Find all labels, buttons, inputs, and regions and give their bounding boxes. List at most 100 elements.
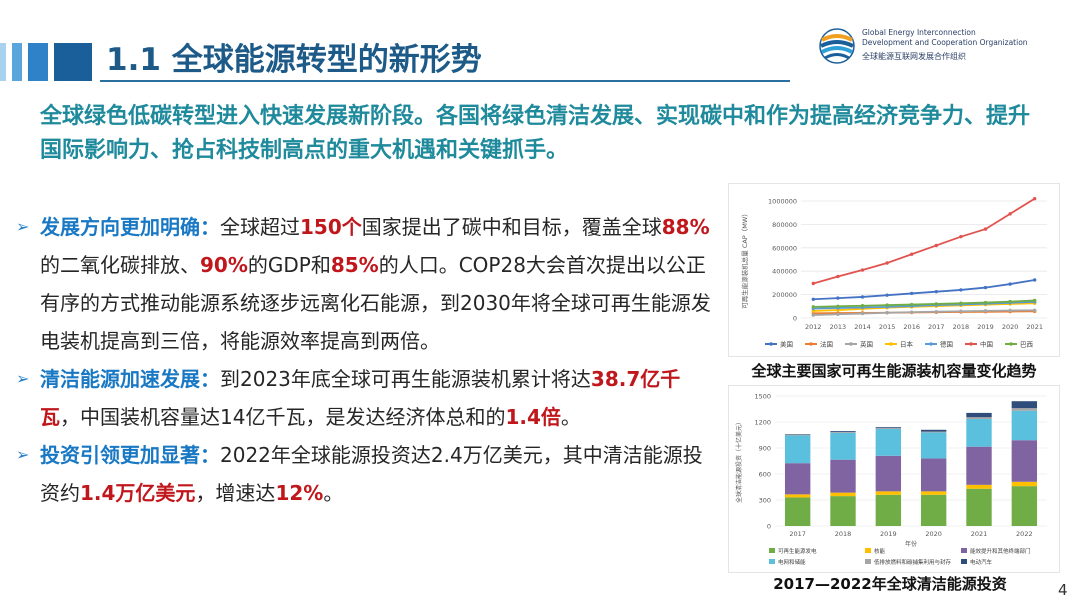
legend-swatch (865, 548, 871, 553)
series-line-美国 (813, 279, 1035, 301)
bar-segment-可再生能源发电 (966, 488, 992, 526)
data-point (811, 309, 815, 313)
y-tick-label: 600 (759, 471, 771, 479)
x-tick-label: 2022 (1016, 530, 1033, 538)
data-point (811, 305, 815, 309)
data-point (983, 227, 988, 231)
bar-segment-核能 (920, 491, 947, 495)
data-point (811, 297, 815, 301)
data-point (885, 261, 889, 265)
data-point (811, 313, 815, 317)
x-tick-label: 2017 (928, 323, 945, 331)
data-point (860, 304, 865, 308)
legend-label: 核能 (874, 547, 886, 555)
series-line-中国 (813, 197, 1036, 285)
x-tick-label: 2020 (925, 530, 942, 538)
legend-label: 德国 (940, 340, 953, 349)
legend-label: 巴西 (1020, 341, 1034, 349)
x-axis-label: 年份 (905, 540, 917, 548)
bar-segment-能效提升和其他终端部门 (830, 459, 856, 493)
legend-label: 可再生能源发电 (778, 547, 817, 555)
bar-segment-电网和储能 (875, 428, 902, 456)
x-tick-label: 2019 (977, 323, 994, 331)
bullet-text: 全球超过 (220, 215, 300, 239)
bullet-text: 的GDP和 (247, 253, 331, 277)
data-point (910, 310, 914, 314)
line-chart-svg: 0 200000 400000 600000 800000 1000000 可再生能源装机总… (740, 196, 1047, 349)
bullet-text: 的人口。COP28大会首次提出以公正有序的方式推动能源系统逐步远离化石能源，到2… (40, 253, 711, 353)
legend-swatch (865, 559, 871, 564)
logo-name-en: Global Energy Interconnection Developmen… (862, 28, 1028, 47)
data-point (1008, 299, 1012, 304)
bar-segment-可再生能源发电 (784, 497, 811, 526)
bullet-text: 到2023年底全球可再生能源装机累计将达 (220, 367, 591, 391)
page-number: 4 (1058, 581, 1068, 599)
legend-label: 低排放燃料和碳捕集利用与封存 (874, 558, 952, 566)
data-point (959, 234, 963, 239)
bar-segment-可再生能源发电 (920, 494, 947, 526)
bar-segment-核能 (784, 494, 811, 498)
bar-segment-核能 (1011, 481, 1038, 487)
legend-label: 电网和储能 (778, 558, 806, 566)
highlight-figure: 38.7亿千瓦 (40, 367, 681, 429)
bullet-text: 的二氧化碳排放、 (40, 253, 200, 277)
bar-segment-能效提升和其他终端部门 (920, 458, 947, 492)
bar-segment-核能 (875, 491, 902, 495)
data-point (1008, 282, 1012, 286)
renewable-capacity-line-chart: 0 200000 400000 600000 800000 1000000 可再生能源装机总… (728, 183, 1060, 357)
bullet-heading: 清洁能源加速发展： (40, 367, 220, 391)
bullet-item: ➢ 清洁能源加速发展：到2023年底全球可再生能源装机累计将达38.7亿千瓦，中国… (14, 360, 714, 436)
highlight-figure: 90% (200, 253, 248, 277)
data-point (836, 274, 840, 279)
series-line-德国 (813, 300, 1035, 310)
data-point (885, 311, 889, 315)
legend-label: 日本 (900, 340, 914, 349)
y-tick-label: 1000000 (768, 198, 797, 206)
data-point (860, 268, 865, 272)
data-point (1008, 308, 1012, 313)
legend-swatch (961, 548, 967, 553)
bullet-item: ➢ 投资引领更加显著：2022年全球能源投资达2.4万亿美元，其中清洁能源投资约1… (14, 436, 714, 512)
bar-segment-低排放燃料和碳捕集利用与封存 (1011, 408, 1038, 411)
x-tick-label: 2021 (971, 530, 988, 538)
y-tick-label: 900 (759, 445, 771, 453)
bar-segment-低排放燃料和碳捕集利用与封存 (784, 434, 811, 436)
bar-segment-低排放燃料和碳捕集利用与封存 (830, 431, 856, 433)
series-line-巴西 (813, 299, 1035, 308)
highlight-figure: 12% (275, 481, 324, 505)
bar-segment-可再生能源发电 (830, 496, 856, 526)
legend-marker (809, 342, 813, 346)
bullet-text: 。 (323, 481, 344, 505)
data-point (1033, 298, 1037, 303)
intro-paragraph: 全球绿色低碳转型进入快速发展新阶段。各国将绿色清洁发展、实现碳中和作为提高经济竞… (40, 104, 1031, 163)
bar-segment-能效提升和其他终端部门 (966, 446, 992, 485)
highlight-figure: 85% (330, 253, 379, 277)
legend-marker (849, 342, 853, 346)
chart2-caption: 2017—2022年全球清洁能源投资 (773, 575, 1007, 593)
data-point (860, 295, 865, 299)
bar-segment-可再生能源发电 (1011, 486, 1038, 526)
bar-segment-低排放燃料和碳捕集利用与封存 (966, 417, 992, 419)
x-tick-label: 2015 (879, 323, 896, 331)
highlight-figure: 150个 (300, 215, 362, 239)
highlight-figure: 1.4万亿美元 (80, 481, 196, 505)
organization-logo: Global Energy Interconnection Developmen… (818, 24, 1058, 72)
data-point (934, 289, 938, 294)
data-point (934, 243, 938, 248)
y-tick-label: 0 (767, 523, 771, 531)
x-tick-label: 2018 (953, 323, 970, 331)
bullet-text: 2022年全球能源投资达2.4万亿美元，其中清洁能源投资约 (40, 443, 703, 505)
x-tick-label: 2016 (903, 323, 920, 331)
legend-marker (769, 342, 773, 346)
y-tick-label: 600000 (772, 244, 797, 252)
bullet-item: ➢ 发展方向更加明确：全球超过150个国家提出了碳中和目标，覆盖全球88% 的二氧化… (14, 208, 714, 360)
data-point (959, 309, 963, 313)
globe-logo-icon (819, 28, 855, 64)
data-point (910, 252, 914, 256)
x-tick-label: 2014 (854, 323, 871, 331)
data-point (910, 291, 914, 296)
y-tick-label: 1500 (754, 393, 771, 401)
y-tick-label: 200000 (772, 291, 797, 299)
bar-segment-电网和储能 (920, 432, 947, 459)
arrow-bullet-icon: ➢ (16, 369, 30, 388)
